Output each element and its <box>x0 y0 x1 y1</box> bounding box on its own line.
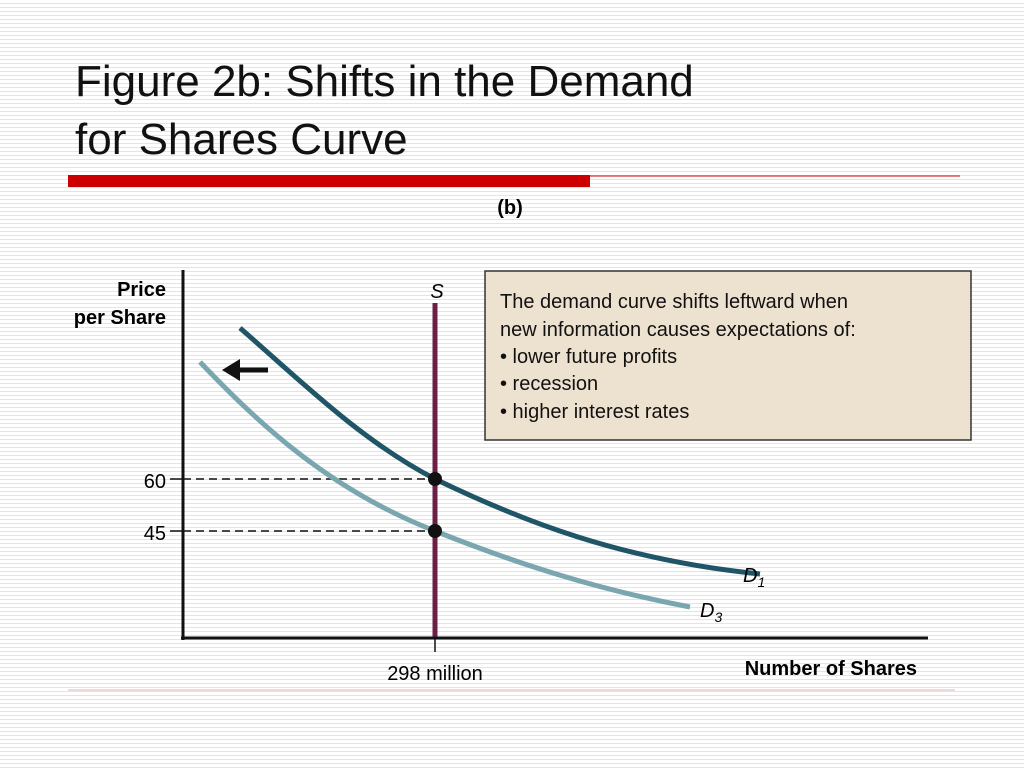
x-tick-label: 298 million <box>387 663 483 685</box>
y-axis-label: Price <box>117 279 166 301</box>
x-axis-label: Number of Shares <box>745 658 917 680</box>
note-line: • recession <box>500 373 598 395</box>
equilibrium-point <box>428 524 442 538</box>
note-line: • lower future profits <box>500 346 677 368</box>
equilibrium-point <box>428 472 442 486</box>
note-line: The demand curve shifts leftward when <box>500 291 848 313</box>
y-tick-label: 60 <box>144 471 166 493</box>
note-line: • higher interest rates <box>500 401 689 423</box>
supply-label: S <box>430 281 444 303</box>
demand-curve-d1 <box>238 326 761 577</box>
panel-label: (b) <box>497 197 523 219</box>
title-bar <box>68 175 590 187</box>
note-box <box>484 270 972 441</box>
title: for Shares Curve <box>75 115 408 164</box>
demand-label: D1 <box>743 565 765 590</box>
shift-arrowhead <box>222 359 240 381</box>
demand-label: D3 <box>700 600 722 625</box>
note-line: new information causes expectations of: <box>500 319 856 341</box>
y-tick-label: 45 <box>144 523 166 545</box>
y-axis-label: per Share <box>74 307 166 329</box>
title: Figure 2b: Shifts in the Demand <box>75 57 694 106</box>
